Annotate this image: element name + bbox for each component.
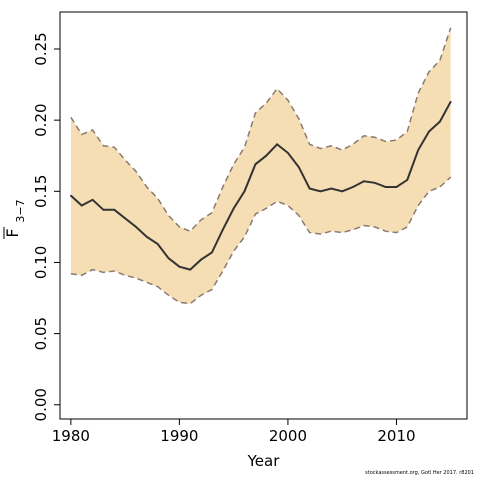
plot-frame: [59, 11, 468, 420]
data-point-1988: [156, 243, 159, 245]
y-tick-label-0.20: 0.20: [32, 103, 50, 136]
data-point-2006: [352, 186, 354, 188]
data-point-1980: [70, 194, 72, 197]
y-axis-title-main: F: [3, 228, 22, 237]
data-point-2001: [297, 166, 300, 168]
data-point-1987: [146, 236, 148, 238]
y-tick-label-0.25: 0.25: [32, 32, 50, 65]
data-point-1993: [211, 251, 213, 254]
data-point-2000: [287, 152, 289, 154]
confidence-band: [70, 27, 451, 304]
data-point-2008: [373, 181, 376, 184]
estimate-line: [70, 101, 452, 271]
data-point-1999: [276, 143, 278, 146]
footer-credit: stockassessment.org, Gotl Her 2017. r820…: [365, 470, 474, 476]
y-axis: 0.00 0.05 0.10 0.15 0.20 0.25: [32, 32, 60, 421]
data-point-2007: [363, 180, 365, 183]
lower-bound-line: [70, 176, 452, 305]
data-point-2014: [439, 120, 441, 123]
data-point-1984: [113, 209, 116, 211]
data-point-1998: [265, 154, 268, 157]
data-point-2011: [406, 179, 409, 181]
y-axis-title-subscript: 3−7: [14, 199, 27, 222]
data-point-2010: [395, 186, 398, 188]
data-point-1982: [91, 199, 94, 201]
data-point-1995: [232, 207, 235, 210]
data-point-2013: [428, 130, 430, 133]
data-point-1992: [200, 258, 202, 261]
data-point-1983: [102, 209, 105, 211]
x-tick-label-1990: 1990: [160, 427, 198, 445]
x-tick-label-1980: 1980: [52, 427, 90, 445]
data-point-2005: [341, 190, 343, 193]
data-point-1985: [124, 217, 126, 220]
data-point-2015: [449, 100, 452, 103]
data-point-1986: [135, 226, 137, 228]
x-tick-label-2010: 2010: [377, 427, 415, 445]
estimate-points: [70, 100, 452, 271]
upper-bound-line: [70, 27, 452, 233]
y-tick-label-0.05: 0.05: [32, 317, 50, 350]
data-point-1994: [222, 228, 224, 231]
data-point-2004: [330, 187, 333, 190]
data-point-1991: [189, 268, 192, 271]
data-point-1997: [254, 163, 257, 166]
plot-area: [70, 27, 452, 305]
data-point-1990: [178, 265, 181, 268]
x-axis-title: Year: [247, 452, 281, 470]
data-point-2009: [384, 186, 387, 188]
x-tick-label-2000: 2000: [269, 427, 307, 445]
x-axis: 1980 1990 2000 2010: [52, 419, 416, 445]
data-point-2012: [417, 149, 419, 151]
y-tick-label-0.15: 0.15: [32, 175, 50, 208]
data-point-1981: [80, 204, 83, 207]
data-point-1989: [167, 257, 170, 259]
y-tick-label-0.10: 0.10: [32, 246, 50, 279]
data-point-2002: [308, 187, 311, 190]
y-axis-title: F 3−7: [3, 199, 27, 239]
y-tick-label-0.00: 0.00: [32, 388, 50, 421]
data-point-2003: [319, 190, 322, 193]
data-point-1996: [243, 190, 246, 193]
